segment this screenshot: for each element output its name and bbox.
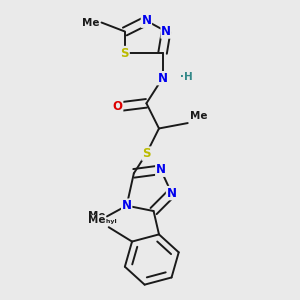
Text: N: N	[161, 25, 171, 38]
Text: N: N	[156, 163, 166, 176]
Text: Me: Me	[82, 17, 100, 28]
Text: N: N	[122, 199, 132, 212]
Text: Me: Me	[88, 212, 105, 221]
Text: methyl: methyl	[93, 219, 117, 224]
Text: N: N	[167, 187, 176, 200]
Text: N: N	[141, 14, 152, 27]
Text: N: N	[158, 72, 168, 85]
Text: Me: Me	[190, 111, 208, 121]
Text: O: O	[113, 100, 123, 113]
Text: Me: Me	[88, 215, 106, 225]
Text: S: S	[142, 147, 151, 160]
Text: ·H: ·H	[180, 72, 193, 82]
Text: S: S	[121, 46, 129, 59]
